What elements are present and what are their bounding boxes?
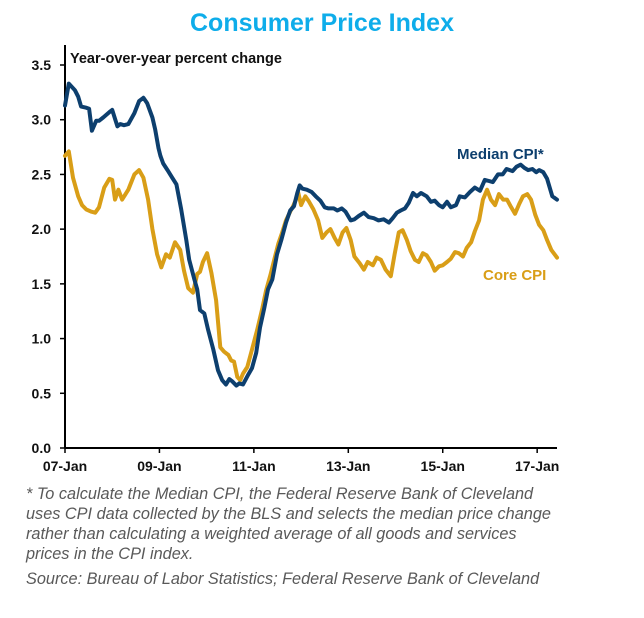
y-tick-label: 2.5 [32, 166, 52, 182]
y-tick-label: 0.5 [32, 385, 52, 401]
footnote-line: * To calculate the Median CPI, the Feder… [26, 485, 534, 503]
y-tick-label: 2.0 [32, 221, 52, 237]
core-cpi-line [63, 149, 559, 383]
series-layer [63, 81, 559, 388]
source-note: Source: Bureau of Labor Statistics; Fede… [26, 570, 540, 588]
y-tick-label: 0.0 [32, 440, 52, 456]
y-tick-label: 1.0 [32, 331, 52, 347]
footnote-line: prices in the CPI index. [26, 545, 194, 563]
x-tick-label: 13-Jan [326, 458, 370, 474]
y-tick-label: 3.5 [32, 57, 52, 73]
y-axis-subtitle: Year-over-year percent change [70, 51, 282, 67]
median-cpi-line [63, 81, 559, 388]
y-tick-label: 1.5 [32, 276, 52, 292]
core-cpi-label: Core CPI [483, 267, 546, 284]
median-cpi-label: Median CPI* [457, 146, 544, 163]
chart-title: Consumer Price Index [190, 9, 454, 37]
axes: 0.0 0.5 1.0 1.5 2.0 2.5 3.0 3.5 07-Jan 09-Jan 11-J… [32, 45, 559, 474]
x-tick-label: 07-Jan [43, 458, 87, 474]
footnote-line: uses CPI data collected by the BLS and s… [26, 505, 551, 523]
y-tick-label: 3.0 [32, 112, 52, 128]
x-tick-label: 15-Jan [421, 458, 465, 474]
x-tick-label: 11-Jan [232, 458, 276, 474]
footnote-line: rather than calculating a weighted avera… [26, 525, 517, 543]
x-tick-label: 17-Jan [515, 458, 559, 474]
x-tick-label: 09-Jan [137, 458, 181, 474]
footnote: * To calculate the Median CPI, the Feder… [26, 484, 626, 564]
